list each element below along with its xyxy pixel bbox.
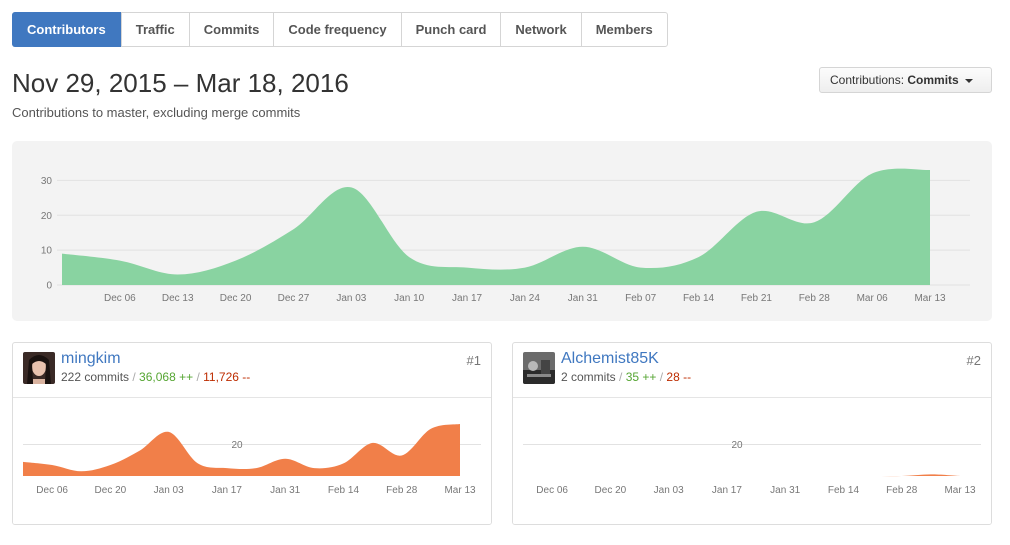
overview-chart-svg: 0 10 20 30 Dec 06 Dec 13 Dec 20 Dec 27 Jan 03 Jan… xyxy=(41,168,970,304)
x-tick-label: Feb 21 xyxy=(741,293,773,304)
x-tick-label: Dec 06 xyxy=(104,293,136,304)
contributor-rank: #1 xyxy=(466,353,481,368)
additions-count: 36,068 ++ xyxy=(139,370,194,384)
tab-traffic[interactable]: Traffic xyxy=(120,13,189,46)
deletions-count: 11,726 -- xyxy=(203,370,251,384)
series-area xyxy=(523,474,960,477)
x-tick-label: Feb 28 xyxy=(799,293,831,304)
contributor-chart-area: 20 Dec 06 Dec 20 Jan 03 Jan 17 Jan 31 Feb 14 Fe… xyxy=(513,399,991,524)
contributor-card-header: mingkim 222 commits / 36,068 ++ / 11,726… xyxy=(13,343,491,398)
contributions-overview-chart[interactable]: 0 10 20 30 Dec 06 Dec 13 Dec 20 Dec 27 Jan 03 Jan… xyxy=(12,141,992,321)
y-tick-label: 30 xyxy=(41,176,53,187)
y-tick-label: 20 xyxy=(231,440,243,451)
contributor-chart-svg: 20 Dec 06 Dec 20 Jan 03 Jan 17 Jan 31 Feb 14 Fe… xyxy=(23,424,481,496)
x-tick-label: Jan 03 xyxy=(154,485,184,496)
contributor-rank: #2 xyxy=(966,353,981,368)
contributor-username-link[interactable]: Alchemist85K xyxy=(561,350,659,367)
stats-separator: / xyxy=(659,370,667,384)
graph-tabs: Contributors Traffic Commits Code freque… xyxy=(12,12,668,47)
x-tick-label: Jan 31 xyxy=(270,485,300,496)
stats-separator: / xyxy=(619,370,626,384)
tab-punch-card[interactable]: Punch card xyxy=(400,13,501,46)
avatar[interactable] xyxy=(23,352,55,384)
x-tick-label: Jan 31 xyxy=(568,293,598,304)
x-tick-label: Jan 24 xyxy=(510,293,540,304)
x-tick-label: Dec 20 xyxy=(95,485,127,496)
contributor-chart-svg: 20 Dec 06 Dec 20 Jan 03 Jan 17 Jan 31 Feb 14 Fe… xyxy=(523,440,981,496)
date-range-title: Nov 29, 2015 – Mar 18, 2016 xyxy=(12,68,349,98)
commit-count[interactable]: 2 commits xyxy=(561,370,616,384)
x-tick-label: Feb 14 xyxy=(683,293,715,304)
y-tick-label: 20 xyxy=(731,440,743,451)
x-tick-label: Mar 13 xyxy=(914,293,946,304)
additions-count: 35 ++ xyxy=(625,370,657,384)
y-tick-label: 10 xyxy=(41,246,53,257)
x-tick-label: Dec 06 xyxy=(536,485,568,496)
contributions-type-dropdown[interactable]: Contributions: Commits xyxy=(819,67,992,93)
x-tick-label: Feb 14 xyxy=(828,485,860,496)
series-area xyxy=(62,168,930,285)
contributions-subtitle: Contributions to master, excluding merge… xyxy=(12,105,301,120)
y-tick-label: 20 xyxy=(41,211,53,222)
x-tick-label: Dec 13 xyxy=(162,293,194,304)
x-tick-label: Jan 03 xyxy=(336,293,366,304)
contributor-username-link[interactable]: mingkim xyxy=(61,350,121,367)
x-tick-label: Dec 06 xyxy=(36,485,68,496)
x-tick-label: Mar 13 xyxy=(444,485,476,496)
x-tick-label: Feb 07 xyxy=(625,293,657,304)
x-tick-label: Dec 20 xyxy=(595,485,627,496)
x-tick-label: Jan 03 xyxy=(654,485,684,496)
x-tick-label: Jan 17 xyxy=(712,485,742,496)
tab-commits[interactable]: Commits xyxy=(188,13,274,46)
y-tick-label: 0 xyxy=(46,281,52,292)
stats-separator: / xyxy=(132,370,140,384)
dropdown-label: Contributions: xyxy=(830,73,905,87)
x-tick-label: Jan 17 xyxy=(212,485,242,496)
contributor-stats: 222 commits / 36,068 ++ / 11,726 -- xyxy=(61,370,250,384)
tab-network[interactable]: Network xyxy=(500,13,581,46)
deletions-count: 28 -- xyxy=(666,370,692,384)
x-tick-label: Feb 28 xyxy=(886,485,918,496)
x-tick-label: Feb 14 xyxy=(328,485,360,496)
x-tick-label: Jan 31 xyxy=(770,485,800,496)
dropdown-value: Commits xyxy=(907,73,959,87)
contributor-card: Alchemist85K 2 commits / 35 ++ / 28 -- #… xyxy=(512,342,992,525)
x-tick-label: Dec 20 xyxy=(220,293,252,304)
contributor-card: mingkim 222 commits / 36,068 ++ / 11,726… xyxy=(12,342,492,525)
avatar[interactable] xyxy=(523,352,555,384)
tab-members[interactable]: Members xyxy=(580,13,667,46)
contributor-chart-area: 20 Dec 06 Dec 20 Jan 03 Jan 17 Jan 31 Feb 14 Fe… xyxy=(13,399,491,524)
x-tick-label: Jan 10 xyxy=(394,293,424,304)
commit-count[interactable]: 222 commits xyxy=(61,370,130,384)
stats-separator: / xyxy=(196,370,204,384)
x-tick-label: Jan 17 xyxy=(452,293,482,304)
x-tick-label: Feb 28 xyxy=(386,485,418,496)
contributor-card-header: Alchemist85K 2 commits / 35 ++ / 28 -- #… xyxy=(513,343,991,398)
contributor-stats: 2 commits / 35 ++ / 28 -- xyxy=(561,370,691,384)
x-tick-label: Dec 27 xyxy=(278,293,310,304)
x-tick-label: Mar 06 xyxy=(857,293,889,304)
x-tick-label: Mar 13 xyxy=(944,485,976,496)
tab-contributors[interactable]: Contributors xyxy=(12,12,121,47)
caret-down-icon xyxy=(965,78,974,83)
series-area xyxy=(23,424,460,476)
tab-code-frequency[interactable]: Code frequency xyxy=(273,13,401,46)
